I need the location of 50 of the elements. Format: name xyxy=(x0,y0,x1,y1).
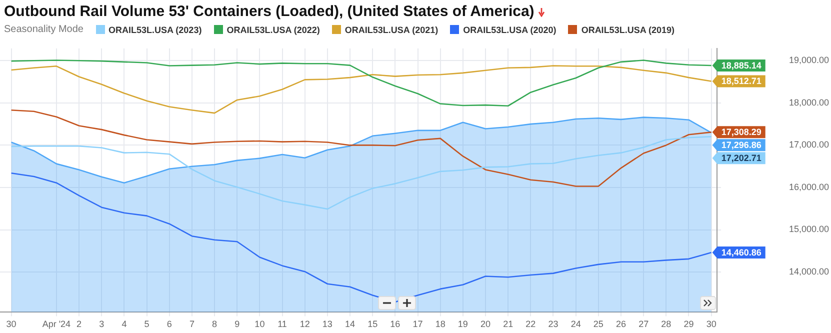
legend-label: ORAIL53L.USA (2023) xyxy=(108,24,202,34)
data-label: 14,460.86 xyxy=(721,248,762,258)
data-label: 17,202.71 xyxy=(721,153,762,164)
x-tick-label: 21 xyxy=(503,319,514,330)
x-tick-label: 7 xyxy=(189,319,194,330)
x-tick-label: 3 xyxy=(99,319,104,330)
x-tick-label: Apr '24 xyxy=(42,319,71,330)
data-label: 17,308.29 xyxy=(721,127,762,138)
y-tick-label: 19,000.00 xyxy=(788,55,829,66)
x-tick-label: 16 xyxy=(390,319,400,330)
chart-title: Outbound Rail Volume 53' Containers (Loaded), (United States of America) xyxy=(4,3,534,20)
legend-title: Seasonality Mode xyxy=(4,24,84,35)
data-label: 18,885.14 xyxy=(721,60,762,70)
x-tick-label: 15 xyxy=(368,319,378,330)
x-tick-label: 2 xyxy=(76,319,82,330)
legend-label: ORAIL53L.USA (2021) xyxy=(344,24,438,34)
x-tick-label: 13 xyxy=(322,319,332,330)
x-tick-label: 30 xyxy=(706,319,716,330)
x-tick-label: 9 xyxy=(234,319,240,330)
legend-label: ORAIL53L.USA (2020) xyxy=(463,24,556,34)
data-label: 17,296.86 xyxy=(721,140,762,150)
x-tick-label: 20 xyxy=(480,319,491,330)
data-label: 18,512.71 xyxy=(721,76,762,86)
x-tick-label: 26 xyxy=(616,319,626,330)
x-tick-label: 10 xyxy=(254,319,265,330)
y-tick-label: 17,000.00 xyxy=(788,140,829,150)
x-tick-label: 4 xyxy=(122,319,127,330)
x-tick-label: 12 xyxy=(300,319,310,330)
x-tick-label: 27 xyxy=(638,319,649,330)
x-tick-label: 30 xyxy=(6,319,16,330)
x-tick-label: 14 xyxy=(345,319,356,330)
x-tick-label: 22 xyxy=(526,319,536,330)
x-tick-label: 8 xyxy=(212,319,218,330)
y-tick-label: 16,000.00 xyxy=(788,182,829,192)
x-tick-label: 11 xyxy=(278,319,287,330)
x-tick-label: 19 xyxy=(458,319,468,330)
y-tick-label: 14,000.00 xyxy=(788,266,829,277)
legend-label: ORAIL53L.USA (2019) xyxy=(581,24,675,34)
x-tick-label: 17 xyxy=(412,319,423,330)
x-tick-label: 6 xyxy=(166,319,172,330)
x-tick-label: 28 xyxy=(661,319,672,330)
x-tick-label: 5 xyxy=(144,319,150,330)
y-tick-label: 15,000.00 xyxy=(788,224,829,234)
x-tick-label: 18 xyxy=(435,319,446,330)
legend-label: ORAIL53L.USA (2022) xyxy=(226,24,320,34)
x-tick-label: 24 xyxy=(570,319,581,330)
x-tick-label: 29 xyxy=(684,319,694,330)
x-tick-label: 23 xyxy=(548,319,558,330)
x-tick-label: 25 xyxy=(593,319,604,330)
y-tick-label: 18,000.00 xyxy=(788,97,829,108)
